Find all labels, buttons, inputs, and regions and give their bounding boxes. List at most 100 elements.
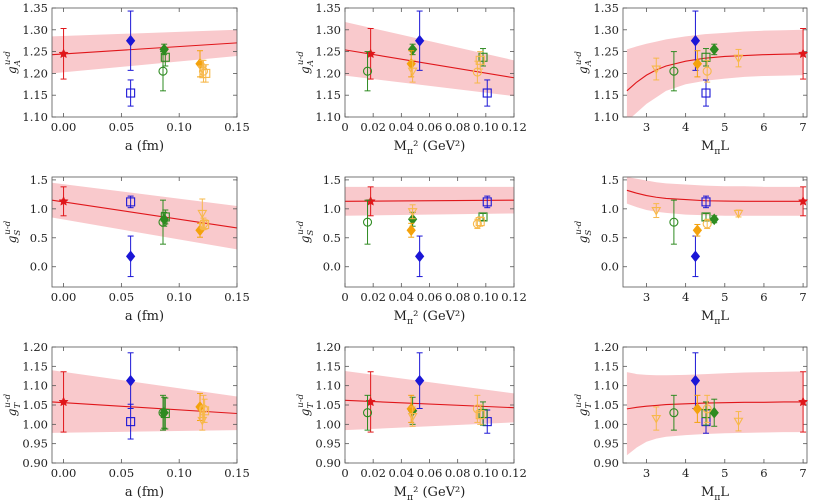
x-tick-label: 0.06 (417, 466, 443, 480)
data-point (797, 186, 809, 217)
y-tick-label: 1.05 (593, 398, 619, 412)
data-point (406, 222, 416, 238)
x-tick-label: 7 (799, 120, 806, 134)
data-point (407, 43, 418, 56)
y-tick-label: 1.20 (593, 66, 619, 80)
x-tick-label: 0.04 (389, 120, 415, 134)
data-point-star (797, 195, 809, 206)
x-tick-label: 0.12 (501, 120, 527, 134)
data-point-circle (669, 66, 679, 76)
x-tick-label: 5 (721, 466, 728, 480)
x-tick-label: 6 (760, 466, 767, 480)
x-axis-label: a (fm) (125, 309, 164, 324)
data-point-circle (158, 66, 168, 76)
data-point (702, 394, 712, 423)
plot-frame (622, 176, 808, 288)
panel-0-2: 3 4 5 6 7 1.10 1.15 1.20 1.25 1.30 1.35 MπL gAu-d (574, 1, 809, 157)
y-tick-label: 1.30 (315, 23, 341, 37)
data-point (482, 79, 492, 107)
x-tick-label: 0.10 (473, 290, 499, 304)
x-tick-label: 0.02 (360, 290, 386, 304)
x-tick-label: 3 (643, 290, 650, 304)
y-axis-label: gAu-d (296, 51, 316, 74)
y-tick-label: 0.5 (323, 231, 341, 245)
data-point-diamond (709, 406, 719, 419)
data-point (158, 51, 168, 92)
data-point-triangle (733, 54, 744, 64)
data-point (407, 204, 418, 220)
data-point (709, 213, 719, 226)
data-point-square (201, 68, 211, 78)
data-point-square (701, 212, 711, 222)
panel-0-1: 0 0.02 0.04 0.06 0.08 0.10 0.12 1.10 1.15 1.20 1.2… (296, 1, 527, 157)
data-point-circle (472, 67, 482, 77)
x-tick-label: 4 (682, 120, 689, 134)
x-tick-label: 5 (721, 290, 728, 304)
y-tick-label: 1.15 (315, 88, 341, 102)
data-point (475, 216, 485, 227)
x-tick-label: 0.06 (417, 290, 443, 304)
data-point (702, 218, 712, 230)
plot-frame (51, 7, 238, 118)
fit-error-band (345, 186, 514, 216)
y-axis-label: gTu-d (574, 393, 594, 416)
data-point-square (701, 408, 711, 419)
y-tick-label: 1.00 (22, 417, 48, 431)
x-tick-label: 7 (799, 466, 806, 480)
y-axis-label: gTu-d (296, 393, 316, 416)
fit-error-band (52, 182, 237, 250)
y-tick-label: 1.20 (22, 66, 48, 80)
data-point-triangle (733, 209, 744, 219)
data-point (159, 43, 169, 56)
data-point (362, 394, 373, 431)
data-point-square (200, 219, 210, 230)
data-point (669, 394, 679, 431)
fit-error-band (626, 177, 804, 216)
x-tick-label: 0.10 (166, 290, 192, 304)
panel-2-1: 0 0.02 0.04 0.06 0.08 0.10 0.12 0.90 0.95 1.00 1.0… (296, 340, 527, 503)
data-point (709, 43, 719, 56)
data-point-circle (702, 66, 712, 76)
data-point-square (126, 197, 136, 207)
y-axis-label: gSu-d (3, 220, 23, 243)
fit-error-band (345, 21, 514, 97)
y-tick-label: 1.20 (22, 340, 48, 354)
data-point (701, 401, 711, 426)
data-point (415, 352, 425, 409)
y-tick-label: 1.10 (315, 379, 341, 393)
x-tick-label: 4 (682, 466, 689, 480)
x-tick-label: 0.08 (445, 290, 471, 304)
x-axis-label: Mπ² (GeV²) (394, 309, 466, 327)
data-point (733, 48, 744, 68)
y-tick-label: 1.15 (22, 359, 48, 373)
y-tick-label: 0.90 (593, 456, 619, 470)
data-point-square (482, 88, 492, 98)
data-point (158, 199, 168, 245)
data-point-diamond (125, 250, 136, 263)
data-point (797, 27, 809, 80)
data-point (651, 57, 662, 81)
data-point (482, 195, 492, 209)
fit-line (52, 199, 237, 229)
panel-1-2: 3 4 5 6 7 0.0 0.5 1.0 1.5 MπL gSu-d (574, 173, 809, 327)
data-point-circle (158, 408, 168, 418)
y-axis-label: gSu-d (296, 220, 316, 243)
data-point (472, 60, 482, 84)
data-point-triangle (407, 413, 418, 422)
y-tick-label: 1.15 (315, 359, 341, 373)
data-point (733, 411, 744, 432)
y-tick-label: 1.5 (323, 173, 341, 187)
data-point (669, 51, 679, 92)
data-point (407, 59, 418, 83)
y-tick-label: 1.35 (593, 1, 619, 15)
x-tick-label: 0.10 (473, 120, 499, 134)
data-point-triangle (733, 417, 744, 427)
data-point (158, 394, 168, 431)
x-tick-label: 0.08 (445, 466, 471, 480)
y-tick-label: 0.90 (22, 456, 48, 470)
data-point-square (126, 417, 136, 427)
y-tick-label: 1.20 (593, 340, 619, 354)
data-point-circle (669, 408, 679, 418)
x-tick-label: 0.00 (51, 120, 77, 134)
fit-error-band (52, 370, 237, 433)
